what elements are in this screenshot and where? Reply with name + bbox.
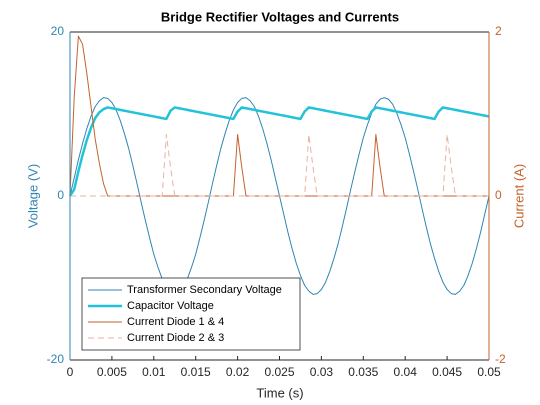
y-tick-label: -20 bbox=[47, 352, 65, 366]
x-tick-label: 0.045 bbox=[432, 365, 462, 379]
x-tick-label: 0.005 bbox=[97, 365, 127, 379]
legend-label: Current Diode 1 & 4 bbox=[127, 316, 224, 328]
x-tick-label: 0 bbox=[67, 365, 74, 379]
y2-tick-label: 2 bbox=[495, 24, 502, 38]
x-tick-label: 0.03 bbox=[310, 365, 334, 379]
series-line bbox=[68, 106, 490, 197]
x-tick-label: 0.015 bbox=[181, 365, 211, 379]
x-tick-label: 0.035 bbox=[348, 365, 378, 379]
x-tick-label: 0.05 bbox=[477, 365, 501, 379]
x-tick-label: 0.01 bbox=[142, 365, 166, 379]
legend-label: Current Diode 2 & 3 bbox=[127, 332, 224, 344]
series-line bbox=[70, 134, 489, 197]
y-axis-label: Voltage (V) bbox=[25, 164, 40, 228]
y-tick-label: 20 bbox=[51, 24, 65, 38]
legend-label: Capacitor Voltage bbox=[127, 300, 214, 312]
x-tick-label: 0.04 bbox=[394, 365, 418, 379]
y2-tick-label: -2 bbox=[495, 352, 506, 366]
chart-title: Bridge Rectifier Voltages and Currents bbox=[161, 9, 399, 24]
x-tick-label: 0.025 bbox=[264, 365, 294, 379]
legend-label: Transformer Secondary Voltage bbox=[127, 284, 282, 296]
y2-axis-label: Current (A) bbox=[511, 164, 526, 228]
x-tick-label: 0.02 bbox=[226, 365, 250, 379]
y2-tick-label: 0 bbox=[495, 188, 502, 202]
x-axis-label: Time (s) bbox=[256, 385, 303, 400]
y-tick-label: 0 bbox=[57, 188, 64, 202]
